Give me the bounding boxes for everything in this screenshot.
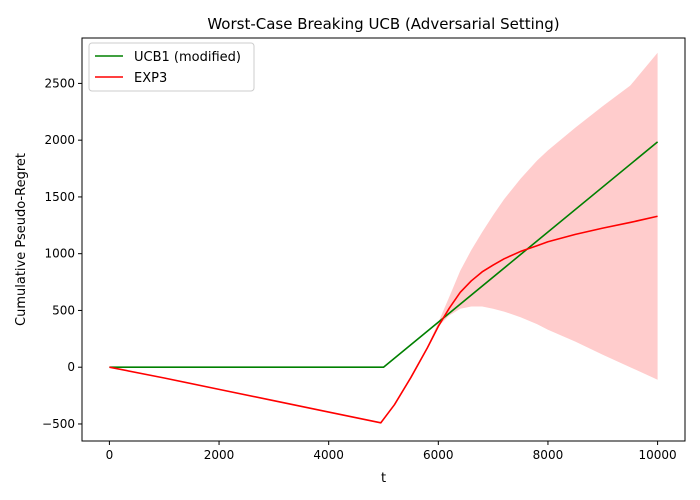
x-axis-label: t	[381, 471, 386, 486]
legend-label-1: EXP3	[134, 71, 167, 86]
x-tick-label: 8000	[533, 448, 564, 462]
series-1-confidence-band	[109, 52, 658, 423]
y-tick-label: 500	[52, 303, 75, 317]
x-tick-label: 2000	[204, 448, 235, 462]
x-tick-label: 0	[106, 448, 114, 462]
legend-label-0: UCB1 (modified)	[134, 50, 241, 65]
chart-title: Worst-Case Breaking UCB (Adversarial Set…	[207, 15, 559, 33]
y-tick-label: −500	[42, 417, 75, 431]
plot-content	[109, 52, 659, 424]
y-tick-label: 2500	[44, 76, 75, 90]
axes-frame	[81, 37, 686, 442]
y-tick-label: 1000	[44, 247, 75, 261]
axis-ticks: 0 2000 4000 6000 8000 10000 −500 0 500 1000 1500 20…	[42, 76, 677, 462]
y-tick-label: 0	[67, 360, 75, 374]
x-tick-label: 10000	[638, 448, 676, 462]
y-tick-label: 2000	[44, 133, 75, 147]
y-axis-label: Cumulative Pseudo-Regret	[14, 153, 29, 326]
legend-box	[88, 42, 255, 92]
y-tick-label: 1500	[44, 190, 75, 204]
x-tick-label: 4000	[313, 448, 344, 462]
plot-area	[109, 52, 659, 424]
legend: UCB1 (modified) EXP3	[88, 42, 255, 92]
x-tick-label: 6000	[423, 448, 454, 462]
